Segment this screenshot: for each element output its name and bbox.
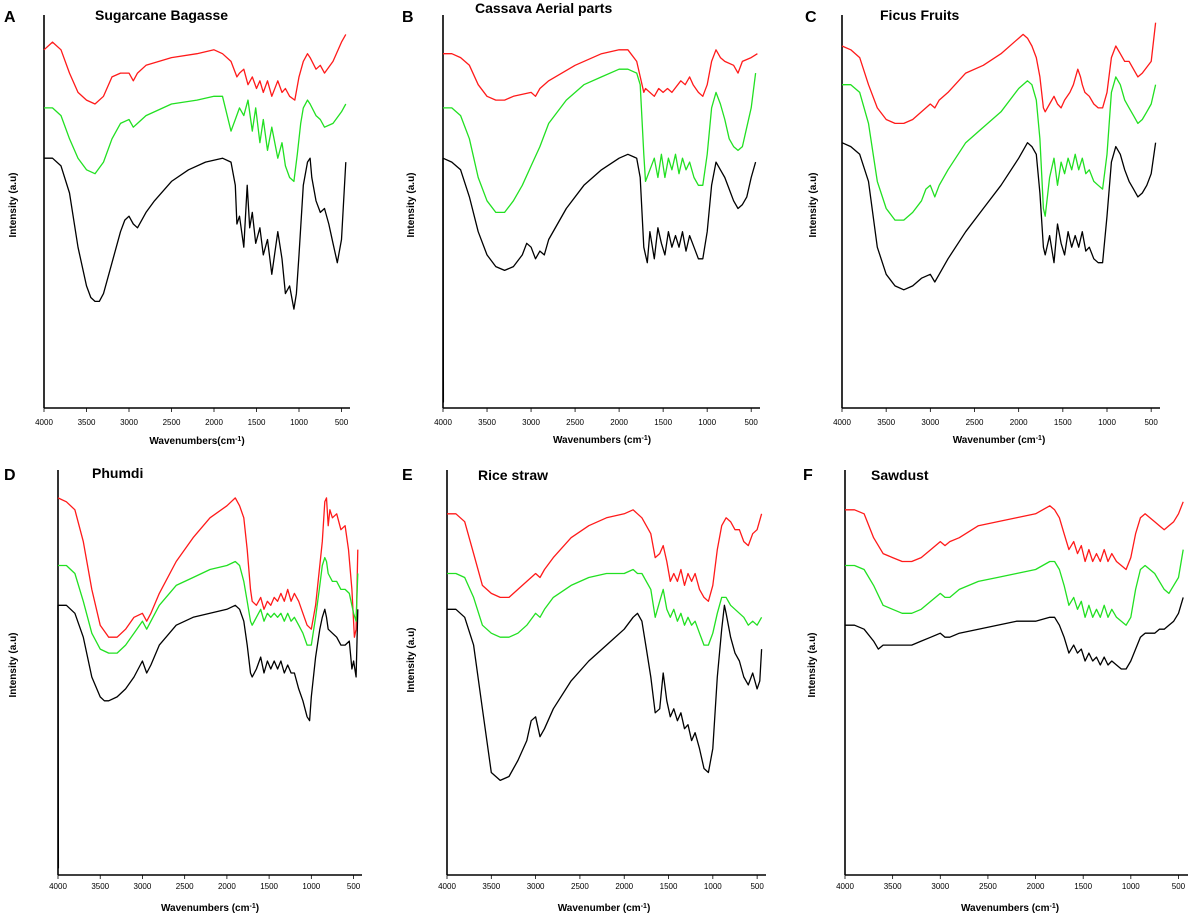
panel-b-xlabel: Wavenumbers (cm-1) <box>553 435 651 447</box>
panel-f-letter: F <box>803 467 813 484</box>
panel-f-tick-label-2000: 2000 <box>1027 882 1045 891</box>
panel-c-tick-label-1000: 1000 <box>1098 418 1116 427</box>
panel-b-series-black <box>442 153 757 272</box>
panel-d-tick-label-1000: 1000 <box>302 882 320 891</box>
panel-c-xlabel: Wavenumber (cm-1) <box>953 435 1046 447</box>
panel-a-tick-label-500: 500 <box>335 418 349 427</box>
panel-b-tick-label-1000: 1000 <box>698 418 716 427</box>
panel-c-series-black <box>841 142 1157 291</box>
panel-e-tick-label-2500: 2500 <box>571 882 589 891</box>
panel-b-letter: B <box>402 9 414 26</box>
panel-e-tick-label-1000: 1000 <box>704 882 722 891</box>
panel-c-tick-label-500: 500 <box>1144 418 1158 427</box>
panel-e-tick-label-3500: 3500 <box>482 882 500 891</box>
panel-c-ylabel: Intensity (a.u) <box>808 172 819 237</box>
panel-c-tick-label-1500: 1500 <box>1054 418 1072 427</box>
panel-f-xlabel: Wavenumbers (cm-1) <box>961 903 1059 915</box>
panel-b-tick-label-2000: 2000 <box>610 418 628 427</box>
panel-f-ylabel: Intensity (a.u) <box>807 632 818 697</box>
panel-d-tick-label-3500: 3500 <box>91 882 109 891</box>
panel-f-tick-label-3500: 3500 <box>884 882 902 891</box>
panel-f-tick-label-4000: 4000 <box>836 882 854 891</box>
panel-b-title: Cassava Aerial parts <box>475 0 612 16</box>
panel-e-title: Rice straw <box>478 467 548 483</box>
panel-d-xlabel: Wavenumbers (cm-1) <box>161 903 259 915</box>
panel-a-tick-label-3500: 3500 <box>78 418 96 427</box>
panel-f-tick-label-500: 500 <box>1172 882 1186 891</box>
panel-d-tick-label-3000: 3000 <box>134 882 152 891</box>
panel-b: B Cassava Aerial parts Intensity (a.u) W… <box>402 0 760 446</box>
panel-a-series-red <box>43 34 347 105</box>
panel-e-tick-label-4000: 4000 <box>438 882 456 891</box>
panel-b-series-green <box>443 68 757 214</box>
panel-d-tick-label-2500: 2500 <box>176 882 194 891</box>
panel-f-series-black <box>845 597 1184 670</box>
panel-d-title: Phumdi <box>92 465 143 481</box>
panel-d: D Phumdi Intensity (a.u) Wavenumbers (cm… <box>4 465 362 914</box>
panel-f-tick-label-3000: 3000 <box>931 882 949 891</box>
panel-e-xlabel: Wavenumber (cm-1) <box>558 903 651 915</box>
panel-b-tick-label-3500: 3500 <box>478 418 496 427</box>
panel-a-tick-label-1500: 1500 <box>248 418 266 427</box>
panel-b-ylabel: Intensity (a.u) <box>406 172 417 237</box>
panel-c-tick-label-2500: 2500 <box>966 418 984 427</box>
panel-a: A Sugarcane Bagasse Intensity (a.u) Wave… <box>4 7 350 447</box>
panel-f-tick-label-2500: 2500 <box>979 882 997 891</box>
panel-d-tick-label-1500: 1500 <box>260 882 278 891</box>
panel-a-xlabel: Wavenumbers(cm-1) <box>149 436 244 448</box>
panel-b-tick-label-3000: 3000 <box>522 418 540 427</box>
panel-f-title: Sawdust <box>871 467 929 483</box>
panel-b-tick-label-500: 500 <box>745 418 759 427</box>
panel-f-tick-label-1000: 1000 <box>1122 882 1140 891</box>
panel-f: F Sawdust Intensity (a.u) Wavenumbers (c… <box>803 467 1188 914</box>
panel-d-series-green <box>58 556 359 654</box>
panel-f-series-red <box>845 501 1184 571</box>
panel-b-tick-label-1500: 1500 <box>654 418 672 427</box>
panel-b-tick-label-4000: 4000 <box>434 418 452 427</box>
panel-d-series-artifact <box>57 605 60 869</box>
panel-e-series-black <box>447 604 763 782</box>
panel-a-letter: A <box>4 9 16 26</box>
panel-a-tick-label-2000: 2000 <box>205 418 223 427</box>
panel-d-series-black <box>58 604 359 722</box>
panel-a-ylabel: Intensity (a.u) <box>8 172 19 237</box>
panel-d-tick-label-500: 500 <box>347 882 361 891</box>
panel-e-letter: E <box>402 467 413 484</box>
panel-b-series-red <box>443 49 758 101</box>
panel-e-series-red <box>447 509 763 602</box>
panel-a-series-black <box>44 157 347 310</box>
panel-e-tick-label-1500: 1500 <box>660 882 678 891</box>
panel-a-tick-label-3000: 3000 <box>120 418 138 427</box>
panel-f-tick-label-1500: 1500 <box>1074 882 1092 891</box>
panel-e-tick-label-2000: 2000 <box>615 882 633 891</box>
panel-a-series-green <box>44 95 347 183</box>
panel-f-series-green <box>845 549 1184 626</box>
panel-a-title: Sugarcane Bagasse <box>95 7 228 23</box>
panel-b-tick-label-2500: 2500 <box>566 418 584 427</box>
panel-c: C Ficus Fruits Intensity (a.u) Wavenumbe… <box>805 7 1160 446</box>
panel-a-tick-label-2500: 2500 <box>163 418 181 427</box>
panel-e-tick-label-3000: 3000 <box>527 882 545 891</box>
panel-a-tick-label-1000: 1000 <box>290 418 308 427</box>
panel-a-tick-label-4000: 4000 <box>35 418 53 427</box>
panel-e-tick-label-500: 500 <box>750 882 764 891</box>
panel-c-letter: C <box>805 9 817 26</box>
panel-e-ylabel: Intensity (a.u) <box>406 627 417 692</box>
panel-c-tick-label-3500: 3500 <box>877 418 895 427</box>
panel-d-tick-label-2000: 2000 <box>218 882 236 891</box>
panel-c-series-green <box>842 76 1157 221</box>
panel-c-tick-label-3000: 3000 <box>921 418 939 427</box>
panel-e: E Rice straw Intensity (a.u) Wavenumber … <box>402 467 766 914</box>
panel-d-tick-label-4000: 4000 <box>49 882 67 891</box>
panel-c-tick-label-4000: 4000 <box>833 418 851 427</box>
panel-d-series-red <box>57 497 359 638</box>
panel-b-series-artifact <box>442 158 445 403</box>
panel-c-tick-label-2000: 2000 <box>1010 418 1028 427</box>
panel-c-title: Ficus Fruits <box>880 7 960 23</box>
panel-d-letter: D <box>4 467 16 484</box>
panel-e-series-green <box>447 568 763 646</box>
panel-c-series-red <box>841 22 1157 125</box>
panel-d-ylabel: Intensity (a.u) <box>8 632 19 697</box>
